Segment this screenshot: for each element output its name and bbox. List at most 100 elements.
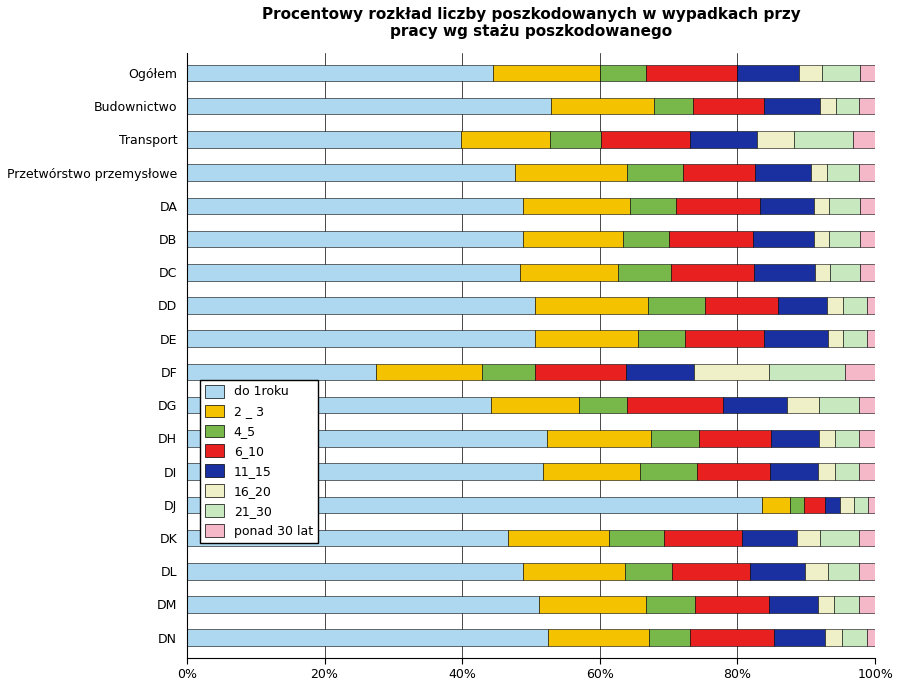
Bar [508,530,609,546]
Bar [828,330,843,347]
Bar [676,197,760,214]
Bar [187,530,508,546]
Bar [648,297,705,314]
Bar [770,463,818,480]
Bar [523,563,625,579]
Bar [860,563,875,579]
Bar [625,563,671,579]
Bar [757,131,794,148]
Bar [819,430,835,447]
Bar [835,430,860,447]
Bar [187,364,376,380]
Bar [187,330,535,347]
Bar [845,364,875,380]
Bar [548,630,649,646]
Bar [187,264,519,281]
Bar [693,98,764,114]
Bar [860,397,875,413]
Bar [860,230,875,248]
Bar [493,65,599,81]
Bar [638,330,685,347]
Bar [794,131,853,148]
Bar [829,230,860,248]
Bar [868,497,875,513]
Bar [771,430,819,447]
Bar [860,430,875,447]
Bar [187,297,536,314]
Bar [376,364,482,380]
Bar [551,98,653,114]
Bar [695,596,769,613]
Bar [536,297,648,314]
Bar [859,463,875,480]
Bar [645,596,695,613]
Bar [539,596,645,613]
Bar [630,197,676,214]
Bar [867,630,875,646]
Bar [544,463,640,480]
Bar [690,131,757,148]
Bar [626,364,694,380]
Bar [482,364,535,380]
Bar [645,65,737,81]
Bar [515,164,627,181]
Bar [187,131,461,148]
Bar [798,65,822,81]
Bar [694,364,770,380]
Bar [187,596,539,613]
Bar [742,530,796,546]
Bar [187,463,544,480]
Bar [868,330,875,347]
Bar [187,630,548,646]
Bar [826,297,842,314]
Bar [805,563,828,579]
Bar [599,65,645,81]
Bar [618,264,670,281]
Bar [835,98,860,114]
Bar [814,197,829,214]
Legend: do 1roku, 2 _ 3, 4_5, 6_10, 11_15, 16_20, 21_30, ponad 30 lat: do 1roku, 2 _ 3, 4_5, 6_10, 11_15, 16_20… [200,380,318,543]
Bar [187,563,523,579]
Bar [821,530,860,546]
Bar [814,264,830,281]
Bar [867,297,875,314]
Bar [653,98,693,114]
Bar [754,264,814,281]
Bar [623,230,669,248]
Bar [737,65,798,81]
Bar [699,430,771,447]
Bar [764,98,820,114]
Bar [860,98,875,114]
Bar [824,630,842,646]
Bar [840,497,854,513]
Bar [723,397,788,413]
Bar [822,65,860,81]
Bar [685,330,764,347]
Bar [491,397,579,413]
Bar [818,463,834,480]
Bar [640,463,697,480]
Bar [764,330,828,347]
Bar [834,596,859,613]
Bar [755,164,811,181]
Bar [843,330,868,347]
Bar [705,297,778,314]
Bar [187,164,515,181]
Bar [860,197,875,214]
Bar [627,164,683,181]
Bar [819,397,859,413]
Bar [788,397,819,413]
Bar [187,397,491,413]
Bar [750,563,805,579]
Bar [774,630,824,646]
Bar [535,364,626,380]
Bar [670,264,754,281]
Bar [805,497,825,513]
Bar [535,330,638,347]
Bar [550,131,601,148]
Bar [461,131,550,148]
Bar [770,364,845,380]
Bar [842,630,867,646]
Bar [671,563,750,579]
Bar [796,530,821,546]
